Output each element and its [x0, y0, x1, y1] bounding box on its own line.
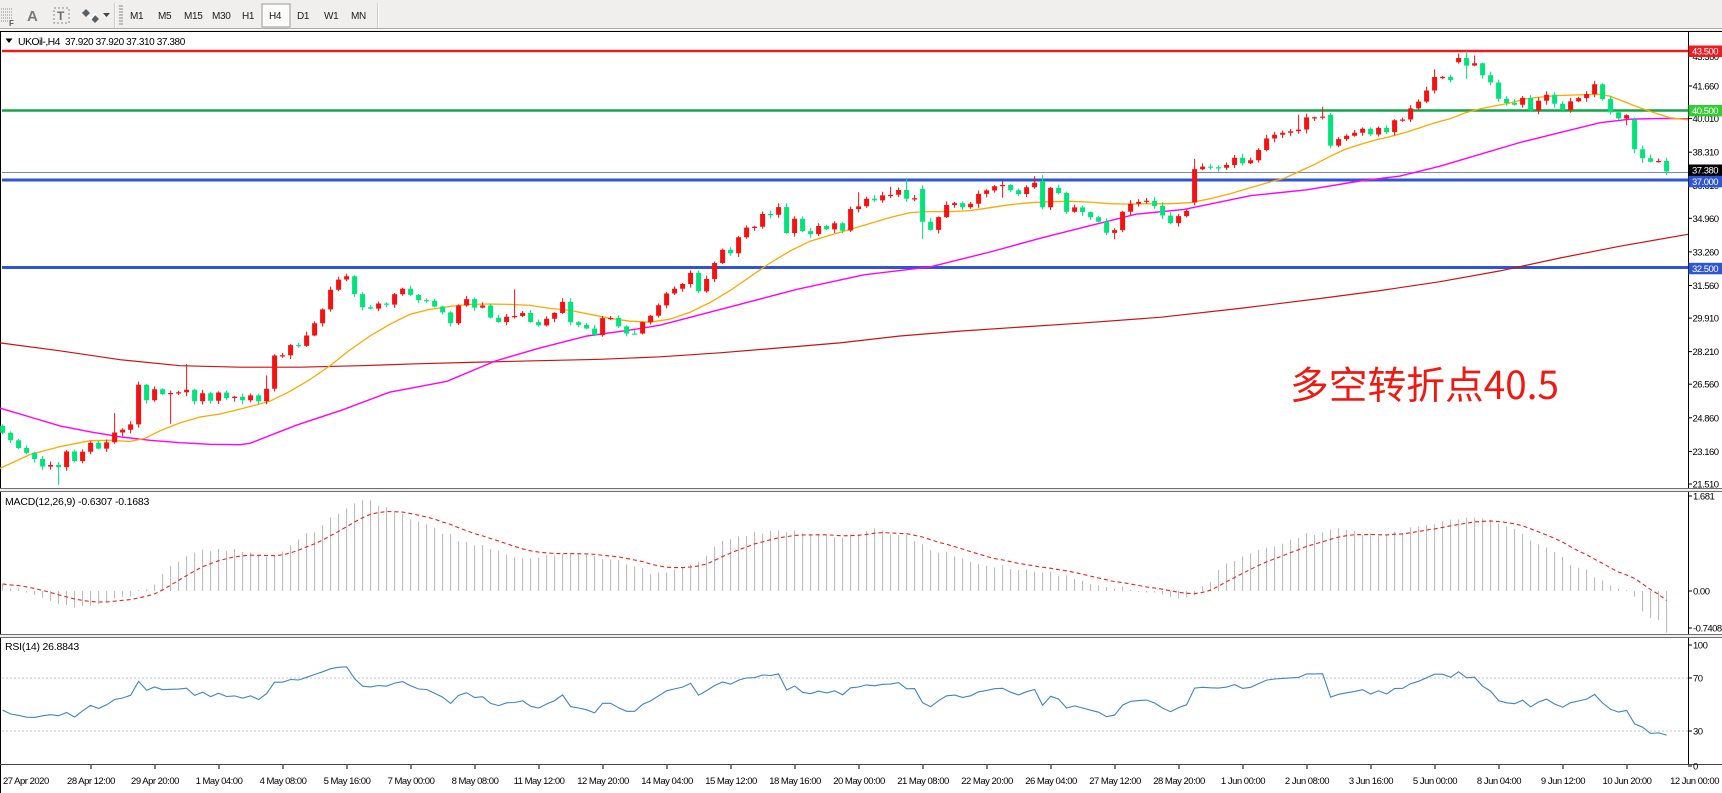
svg-text:9 Jun 12:00: 9 Jun 12:00	[1541, 776, 1585, 787]
svg-text:24.860: 24.860	[1693, 413, 1719, 424]
svg-text:37.920 37.920 37.310 37.380: 37.920 37.920 37.310 37.380	[65, 37, 186, 48]
svg-text:34.960: 34.960	[1693, 214, 1719, 225]
svg-text:M15: M15	[184, 11, 203, 22]
svg-text:10 Jun 20:00: 10 Jun 20:00	[1603, 776, 1652, 787]
svg-text:MN: MN	[351, 11, 366, 22]
svg-text:33.260: 33.260	[1693, 247, 1719, 258]
svg-text:22 May 20:00: 22 May 20:00	[961, 776, 1013, 787]
svg-text:RSI(14) 26.8843: RSI(14) 26.8843	[5, 641, 79, 653]
svg-text:14 May 04:00: 14 May 04:00	[641, 776, 693, 787]
svg-text:21.510: 21.510	[1693, 480, 1719, 491]
svg-text:M1: M1	[130, 11, 144, 22]
svg-text:27 Apr 2020: 27 Apr 2020	[3, 776, 49, 787]
svg-text:1.681: 1.681	[1693, 492, 1714, 503]
svg-text:28 May 20:00: 28 May 20:00	[1153, 776, 1205, 787]
svg-text:D1: D1	[297, 11, 310, 22]
svg-text:26 May 04:00: 26 May 04:00	[1025, 776, 1077, 787]
svg-text:21 May 08:00: 21 May 08:00	[897, 776, 949, 787]
svg-text:28 Apr 12:00: 28 Apr 12:00	[67, 776, 115, 787]
svg-text:70: 70	[1693, 674, 1703, 685]
svg-text:8 Jun 04:00: 8 Jun 04:00	[1477, 776, 1521, 787]
svg-text:M30: M30	[212, 11, 231, 22]
svg-text:20 May 00:00: 20 May 00:00	[833, 776, 885, 787]
svg-text:40.500: 40.500	[1692, 106, 1718, 117]
svg-text:18 May 16:00: 18 May 16:00	[769, 776, 821, 787]
svg-text:23.160: 23.160	[1693, 447, 1719, 458]
svg-text:11 May 12:00: 11 May 12:00	[514, 776, 565, 787]
svg-text:F: F	[9, 19, 14, 28]
svg-text:15 May 12:00: 15 May 12:00	[705, 776, 757, 787]
svg-text:8 May 08:00: 8 May 08:00	[452, 776, 499, 787]
svg-text:43.500: 43.500	[1692, 47, 1718, 58]
svg-text:5 Jun 00:00: 5 Jun 00:00	[1413, 776, 1457, 787]
svg-text:1 May 04:00: 1 May 04:00	[196, 776, 243, 787]
svg-text:100: 100	[1693, 641, 1708, 652]
svg-text:-0.7408: -0.7408	[1693, 624, 1722, 635]
svg-text:29 Apr 20:00: 29 Apr 20:00	[131, 776, 179, 787]
svg-text:2 Jun 08:00: 2 Jun 08:00	[1285, 776, 1329, 787]
svg-text:3 Jun 16:00: 3 Jun 16:00	[1349, 776, 1393, 787]
svg-text:38.310: 38.310	[1693, 148, 1719, 159]
svg-text:29.910: 29.910	[1693, 314, 1719, 325]
svg-text:A: A	[27, 8, 38, 25]
svg-text:32.500: 32.500	[1692, 264, 1718, 275]
svg-text:M5: M5	[158, 11, 172, 22]
svg-text:MACD(12,26,9) -0.6307 -0.1683: MACD(12,26,9) -0.6307 -0.1683	[5, 496, 150, 508]
svg-text:27 May 12:00: 27 May 12:00	[1089, 776, 1141, 787]
svg-text:7 May 00:00: 7 May 00:00	[388, 776, 435, 787]
svg-text:5 May 16:00: 5 May 16:00	[324, 776, 371, 787]
svg-text:28.210: 28.210	[1693, 347, 1719, 358]
svg-text:UKOil-,H4: UKOil-,H4	[18, 36, 61, 48]
svg-text:43.360: 43.360	[1693, 52, 1719, 63]
svg-text:12 Jun 00:00: 12 Jun 00:00	[1670, 776, 1719, 787]
svg-text:12 May 20:00: 12 May 20:00	[577, 776, 629, 787]
svg-text:30: 30	[1693, 727, 1703, 738]
svg-text:4 May 08:00: 4 May 08:00	[260, 776, 307, 787]
svg-text:W1: W1	[324, 11, 339, 22]
svg-text:40.010: 40.010	[1693, 114, 1719, 125]
svg-text:H4: H4	[269, 11, 282, 22]
svg-text:0.00: 0.00	[1693, 587, 1710, 598]
svg-text:37.000: 37.000	[1692, 177, 1718, 188]
svg-text:T: T	[57, 9, 65, 23]
svg-text:0: 0	[1693, 762, 1698, 773]
svg-text:31.560: 31.560	[1693, 281, 1719, 292]
svg-text:37.380: 37.380	[1692, 166, 1718, 177]
svg-text:1 Jun 00:00: 1 Jun 00:00	[1221, 776, 1265, 787]
svg-text:26.560: 26.560	[1693, 380, 1719, 391]
svg-text:H1: H1	[242, 11, 255, 22]
svg-text:41.660: 41.660	[1693, 82, 1719, 93]
